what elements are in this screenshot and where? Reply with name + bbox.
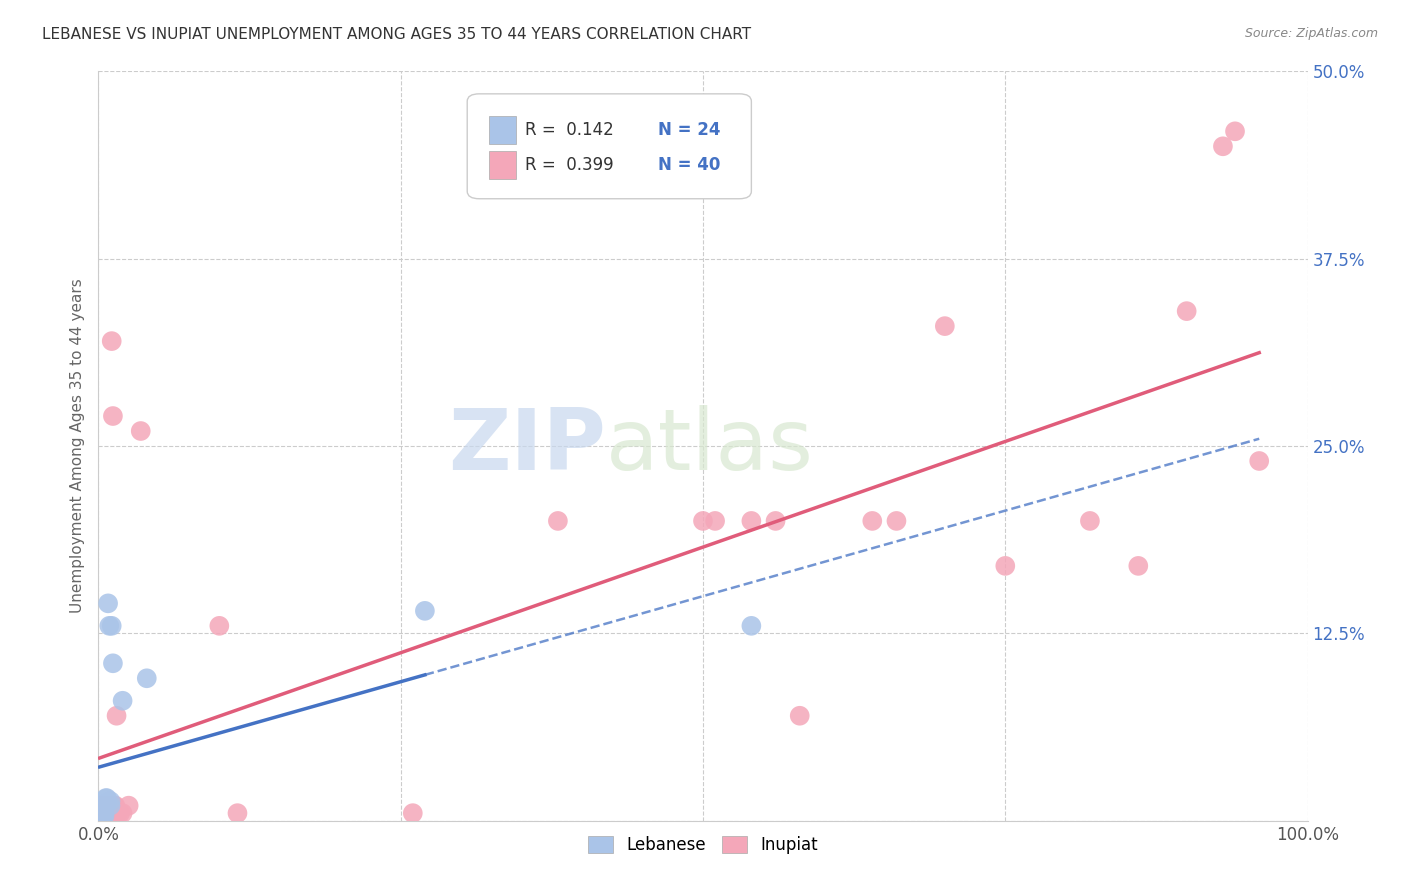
- Point: [98, 619, 121, 633]
- Text: Source: ZipAtlas.com: Source: ZipAtlas.com: [1244, 27, 1378, 40]
- Point: [90, 802, 112, 816]
- Point: [860, 514, 883, 528]
- Point: [91, 809, 114, 823]
- Point: [111, 694, 134, 708]
- Point: [208, 619, 231, 633]
- Point: [90, 802, 112, 816]
- Point: [96, 802, 118, 816]
- Point: [740, 619, 762, 633]
- Text: R =  0.399: R = 0.399: [526, 156, 614, 174]
- Point: [547, 514, 569, 528]
- Point: [90, 809, 112, 823]
- Text: LEBANESE VS INUPIAT UNEMPLOYMENT AMONG AGES 35 TO 44 YEARS CORRELATION CHART: LEBANESE VS INUPIAT UNEMPLOYMENT AMONG A…: [42, 27, 751, 42]
- Text: ZIP: ZIP: [449, 404, 606, 488]
- Point: [1078, 514, 1101, 528]
- Point: [886, 514, 908, 528]
- Point: [104, 798, 127, 813]
- Point: [89, 798, 111, 813]
- Point: [93, 798, 115, 813]
- Point: [100, 619, 122, 633]
- Point: [100, 334, 122, 348]
- Point: [107, 806, 129, 821]
- Point: [94, 798, 117, 813]
- Point: [93, 798, 115, 813]
- Point: [789, 708, 811, 723]
- Point: [692, 514, 714, 528]
- Point: [111, 806, 134, 821]
- Point: [413, 604, 436, 618]
- Text: R =  0.142: R = 0.142: [526, 120, 614, 139]
- Point: [93, 806, 115, 821]
- Point: [94, 791, 117, 805]
- Point: [91, 806, 114, 821]
- Point: [97, 806, 120, 821]
- Point: [89, 806, 111, 821]
- Point: [1212, 139, 1234, 153]
- Point: [101, 409, 124, 423]
- Point: [1175, 304, 1198, 318]
- Point: [91, 809, 114, 823]
- Point: [226, 806, 249, 821]
- Point: [934, 319, 956, 334]
- Text: atlas: atlas: [606, 404, 814, 488]
- Point: [105, 708, 128, 723]
- Point: [93, 809, 115, 823]
- Point: [1128, 558, 1150, 573]
- Point: [98, 798, 121, 813]
- Point: [94, 798, 117, 813]
- Point: [101, 657, 124, 671]
- Point: [91, 805, 114, 819]
- Point: [129, 424, 152, 438]
- Point: [97, 596, 120, 610]
- Text: N = 24: N = 24: [658, 120, 721, 139]
- Point: [91, 802, 114, 816]
- Legend: Lebanese, Inupiat: Lebanese, Inupiat: [581, 830, 825, 861]
- Point: [103, 798, 125, 813]
- Point: [704, 514, 727, 528]
- Point: [1249, 454, 1271, 468]
- Y-axis label: Unemployment Among Ages 35 to 44 years: Unemployment Among Ages 35 to 44 years: [69, 278, 84, 614]
- Point: [91, 806, 114, 821]
- Point: [118, 798, 141, 813]
- Point: [994, 558, 1017, 573]
- Point: [91, 798, 114, 813]
- Point: [765, 514, 787, 528]
- Point: [740, 514, 762, 528]
- Text: N = 40: N = 40: [658, 156, 721, 174]
- Point: [100, 794, 122, 808]
- Point: [135, 671, 157, 685]
- Point: [96, 791, 118, 805]
- FancyBboxPatch shape: [489, 116, 516, 144]
- Point: [100, 798, 122, 813]
- Point: [96, 796, 118, 810]
- FancyBboxPatch shape: [467, 94, 751, 199]
- Point: [1223, 124, 1246, 138]
- Point: [100, 798, 122, 813]
- Point: [108, 806, 131, 821]
- FancyBboxPatch shape: [489, 151, 516, 179]
- Point: [402, 806, 425, 821]
